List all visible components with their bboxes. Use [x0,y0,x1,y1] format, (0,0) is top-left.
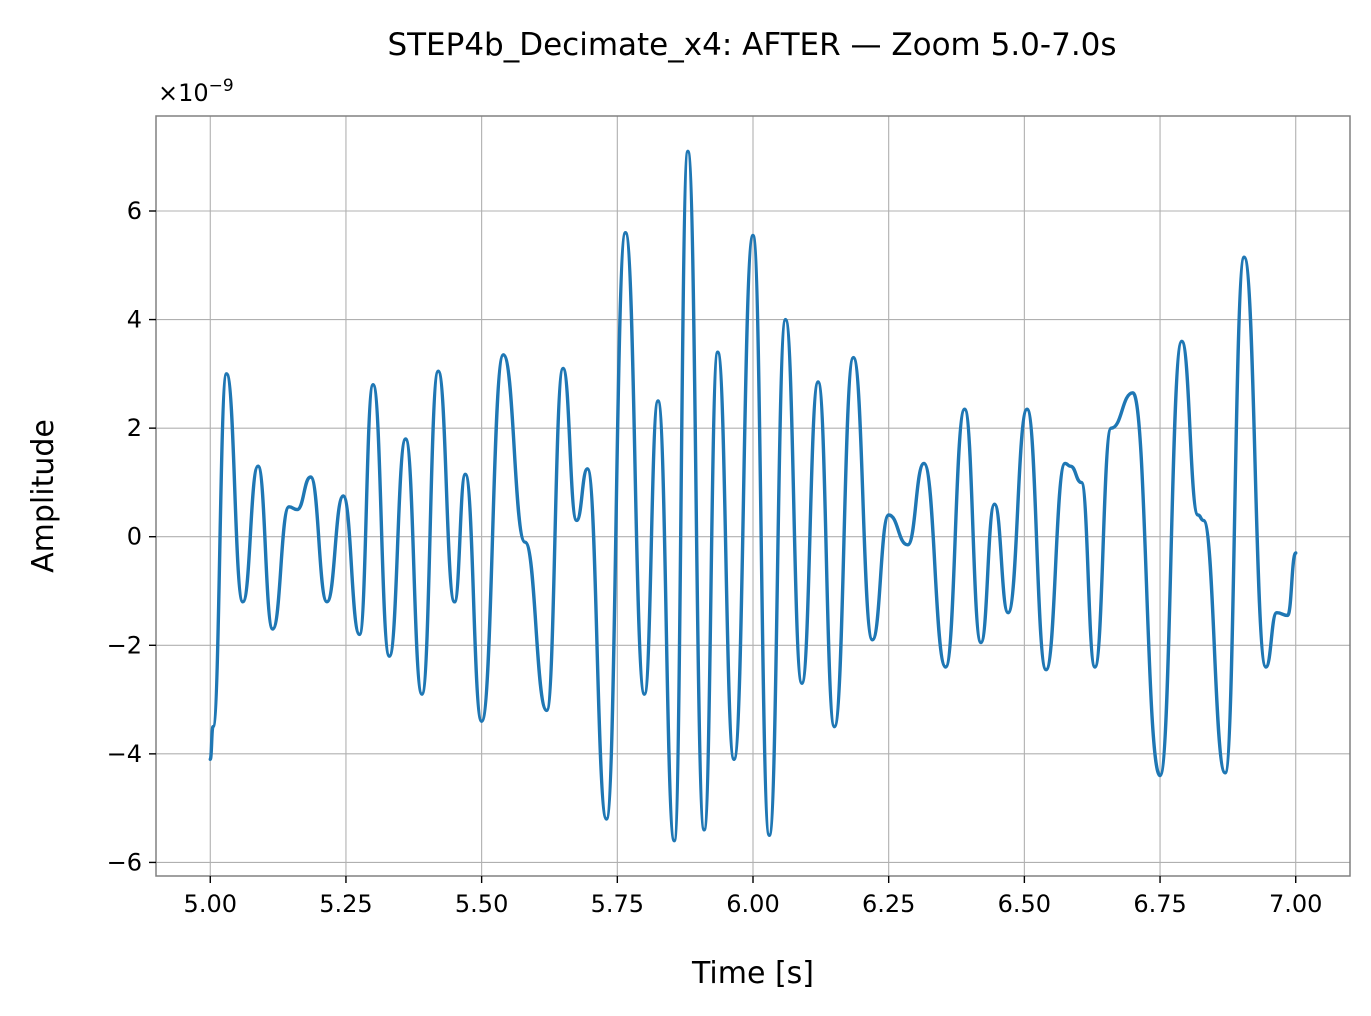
x-tick-label-4: 6.00 [726,890,779,918]
offset-base: ×10 [158,79,209,107]
x-axis-label: Time [s] [691,956,814,991]
y-axis-offset-text: ×10−9 [158,76,234,107]
y-tick-label-3: 0 [127,523,142,551]
y-tick-label-6: 6 [127,197,142,225]
x-tick-label-2: 5.50 [455,890,508,918]
series-group [208,149,1298,843]
chart-title: STEP4b_Decimate_x4: AFTER — Zoom 5.0-7.0… [387,27,1116,63]
y-tick-label-0: −6 [107,848,142,876]
y-tick-label-2: −2 [107,631,142,659]
x-tick-label-0: 5.00 [184,890,237,918]
x-tick-label-3: 5.75 [591,890,644,918]
offset-exponent: −9 [209,76,234,96]
x-tick-label-8: 7.00 [1269,890,1322,918]
ticks: 5.00 5.25 5.50 5.75 6.00 6.25 6.50 6.75 7.00 −6 −4… [107,197,1323,918]
y-axis-label: Amplitude [26,419,61,573]
series-line-0 [208,149,1298,843]
grid [156,116,1350,876]
x-tick-label-6: 6.50 [998,890,1051,918]
y-tick-label-4: 2 [127,414,142,442]
y-tick-label-1: −4 [107,740,142,768]
x-tick-label-5: 6.25 [862,890,915,918]
y-tick-label-5: 4 [127,306,142,334]
x-tick-label-7: 6.75 [1133,890,1186,918]
x-tick-label-1: 5.25 [319,890,372,918]
